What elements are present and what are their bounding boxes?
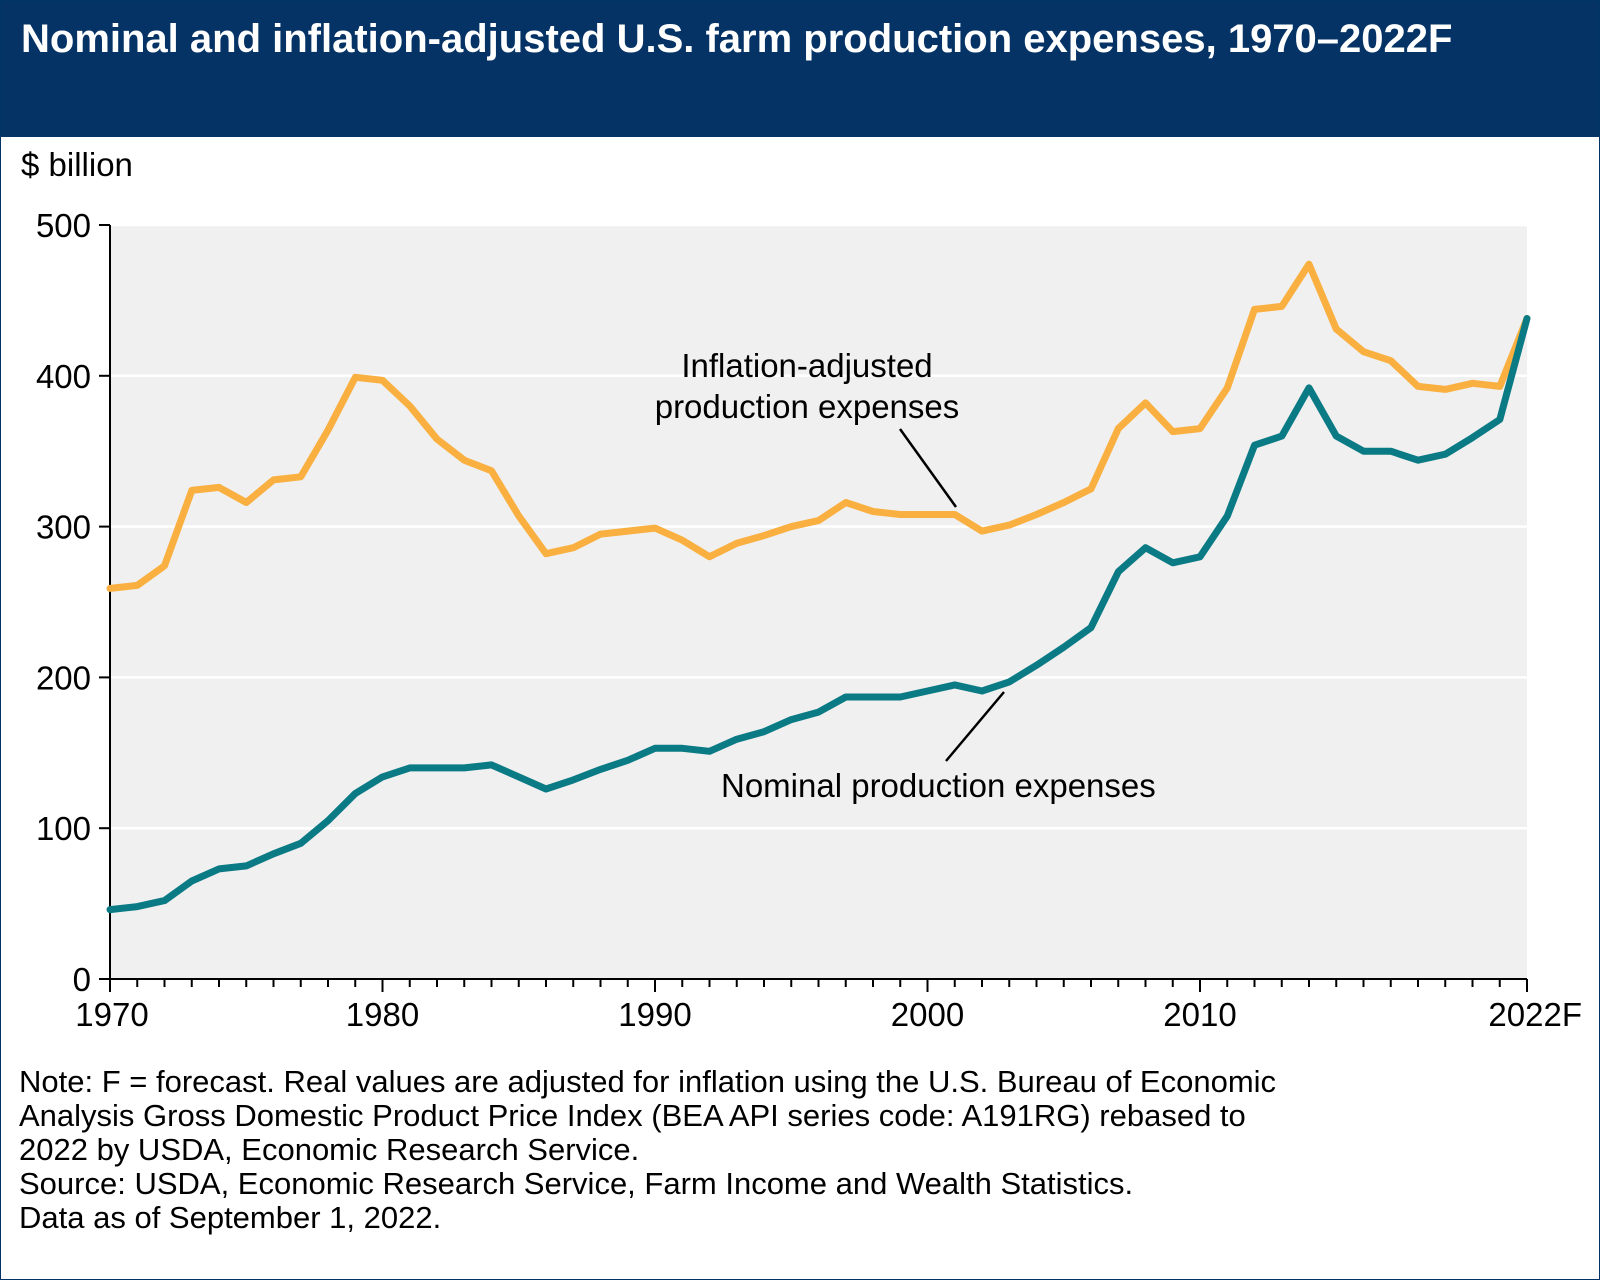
- x-tick-label: 1980: [346, 996, 419, 1033]
- note-line: Note: F = forecast. Real values are adju…: [19, 1064, 1277, 1099]
- y-tick-label: 100: [36, 810, 91, 847]
- y-tick-label: 400: [36, 358, 91, 395]
- annotation-nominal-leader: [945, 691, 1005, 762]
- annotation-inflation-leader: [898, 428, 958, 508]
- chart-title: Nominal and inflation-adjusted U.S. farm…: [21, 17, 1453, 61]
- y-tick-label: 300: [36, 509, 91, 546]
- note-line: Analysis Gross Domestic Product Price In…: [19, 1098, 1246, 1133]
- annotation-nominal-label: Nominal production expenses: [721, 767, 1156, 804]
- line-chart: 0 100 200 300 400 500 1970 1980 1990 2000 2010 2022…: [36, 207, 1582, 1033]
- axes: 0 100 200 300 400 500 1970 1980 1990 2000 2010 2022…: [36, 207, 1582, 1033]
- series-lines: [106, 260, 1531, 914]
- plot-background: [110, 225, 1527, 979]
- y-tick-label: 200: [36, 659, 91, 696]
- y-axis-unit-label: $ billion: [21, 146, 133, 183]
- annotation-inflation-line-2: production expenses: [655, 388, 960, 425]
- x-tick-label: 2010: [1163, 996, 1236, 1033]
- y-tick-label: 500: [36, 207, 91, 244]
- y-tick-label: 0: [73, 961, 91, 998]
- source-line: Source: USDA, Economic Research Service,…: [19, 1166, 1134, 1201]
- annotations: Inflation-adjusted production expenses Nom…: [655, 347, 1156, 804]
- nominal-line: [106, 315, 1531, 914]
- notes-block: Note: F = forecast. Real values are adju…: [19, 1065, 1589, 1235]
- x-tick-label: 2022F: [1488, 996, 1582, 1033]
- x-tick-label: 2000: [891, 996, 964, 1033]
- x-tick-label: 1990: [618, 996, 691, 1033]
- title-bar: Nominal and inflation-adjusted U.S. farm…: [1, 1, 1599, 137]
- inflation-adjusted-line: [106, 260, 1531, 592]
- x-tick-label: 1970: [75, 996, 148, 1033]
- note-line: 2022 by USDA, Economic Research Service.: [19, 1132, 640, 1167]
- annotation-inflation-line-1: Inflation-adjusted: [681, 347, 932, 384]
- data-date-line: Data as of September 1, 2022.: [19, 1200, 442, 1235]
- gridlines: [110, 223, 1527, 830]
